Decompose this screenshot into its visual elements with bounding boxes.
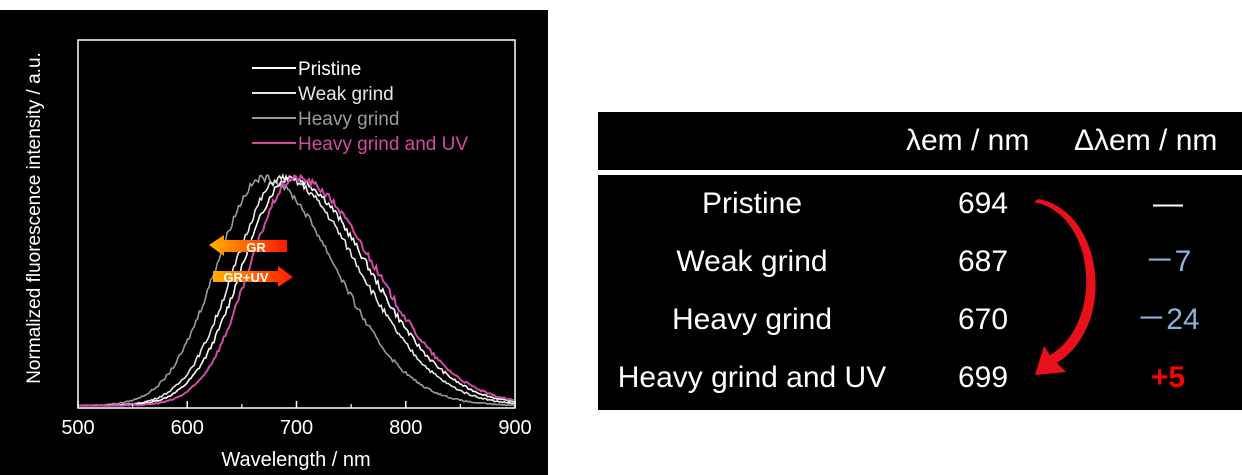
row-name: Heavy grind and UV (617, 361, 887, 394)
x-tick-label: 700 (280, 417, 313, 439)
row-name: Pristine (701, 187, 803, 220)
row-value: 694 (957, 187, 1009, 220)
legend-label: Weak grind (298, 84, 394, 105)
legend-label: Pristine (298, 59, 361, 80)
plot-frame (77, 39, 516, 409)
x-tick-label: 900 (498, 417, 531, 439)
table-row: Heavy grind 670 －24 (598, 291, 1242, 349)
table-body: Pristine 694 — Weak grind 687 －7 Heavy g… (598, 175, 1242, 410)
table-row: Heavy grind and UV 699 +5 (598, 349, 1242, 407)
series-curves (77, 173, 515, 407)
row-name: Weak grind (676, 245, 828, 278)
y-axis-label: Normalized fluorescence intensity / a.u. (24, 52, 45, 384)
series-line-heavy-grind-and-uv (77, 173, 515, 407)
legend-label: Heavy grind and UV (298, 134, 468, 155)
series-line-pristine (77, 177, 515, 407)
series-line-heavy-grind (77, 174, 515, 407)
row-name: Heavy grind (671, 303, 833, 336)
table-row: Pristine 694 — (598, 175, 1242, 233)
x-axis-ticks: 500 600 700 800 900 (61, 401, 532, 439)
curved-arrow-icon (1034, 199, 1096, 375)
x-tick-label: 800 (389, 417, 422, 439)
gr-uv-arrow: GR+UV (213, 266, 293, 287)
x-tick-label: 600 (171, 417, 204, 439)
chart-svg: 500 600 700 800 900 Wavelength / nm Normaliz… (24, 39, 532, 471)
row-delta: －24 (1136, 303, 1200, 336)
row-delta: －7 (1144, 245, 1192, 278)
header-delta-lambda-em: Δλem / nm (1074, 124, 1218, 157)
row-delta: +5 (1150, 361, 1186, 394)
x-tick-label: 500 (61, 417, 94, 439)
gr-arrow: GR (209, 235, 287, 256)
emission-table: λem / nm Δλem / nm Pristine 694 — Weak g… (598, 112, 1242, 410)
shift-arrow (1034, 199, 1096, 375)
table-row: Weak grind 687 －7 (598, 233, 1242, 291)
row-value: 687 (957, 245, 1009, 278)
header-lambda-em: λem / nm (906, 124, 1030, 157)
gr-arrow-label: GR (246, 240, 266, 255)
table-header: λem / nm Δλem / nm (598, 112, 1242, 170)
row-value: 670 (957, 303, 1009, 336)
spectrum-chart: 500 600 700 800 900 Wavelength / nm Normaliz… (0, 10, 548, 475)
x-axis-label: Wavelength / nm (221, 449, 370, 471)
legend-label: Heavy grind (298, 109, 399, 130)
legend: Pristine Weak grind Heavy grind Heavy grind… (252, 59, 468, 155)
row-delta: — (1153, 187, 1183, 220)
gr-uv-arrow-label: GR+UV (223, 270, 268, 285)
row-value: 699 (957, 361, 1009, 394)
